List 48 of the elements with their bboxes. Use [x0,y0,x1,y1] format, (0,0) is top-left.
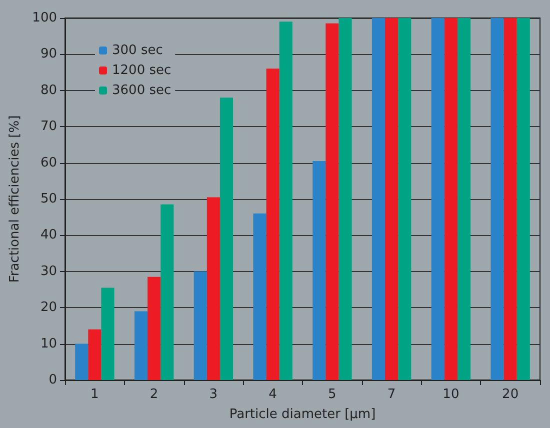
bar [160,204,174,380]
y-tick-label: 60 [40,155,57,170]
bar [88,329,102,380]
bar [372,18,386,380]
y-tick-label: 10 [40,336,57,352]
y-axis-title: Fractional efficiencies [%] [7,115,22,283]
bar [266,68,280,380]
bar [134,311,148,380]
bar [398,18,412,380]
bar [504,18,517,380]
x-tick-label: 5 [328,387,336,402]
bar [279,22,292,380]
x-tick-label: 10 [442,387,460,402]
bar [444,18,458,380]
x-tick-label: 3 [209,387,218,402]
y-tick-label: 30 [40,264,57,279]
y-tick-label: 80 [40,82,57,98]
legend-label: 300 sec [112,43,163,58]
bar [326,23,339,380]
x-tick-label: 1 [90,387,99,402]
y-tick-label: 70 [40,119,57,134]
y-tick-label: 50 [40,192,57,206]
x-tick-label: 20 [502,387,519,402]
bar [194,271,207,380]
y-tick-label: 20 [40,300,57,316]
bar [338,18,352,380]
x-tick-label: 2 [150,387,158,402]
bar [253,213,266,380]
y-tick-label: 90 [40,46,57,62]
y-tick-label: 100 [32,10,57,26]
y-tick-label: 40 [40,228,57,243]
bar [220,98,234,380]
bar [312,160,326,380]
y-tick-label: 0 [48,372,57,388]
bar [385,18,398,380]
bar [457,18,471,380]
x-tick-label: 7 [387,387,396,402]
bar [75,344,88,380]
bar [516,18,530,380]
bar [206,197,220,380]
legend-label: 3600 sec [112,83,172,98]
bar [490,18,504,380]
x-tick-label: 4 [268,387,277,402]
x-axis-title: Particle diameter [µm] [229,407,376,422]
bar [101,288,114,380]
legend-label: 1200 sec [112,63,172,78]
bar [148,276,161,380]
bar [431,18,444,380]
